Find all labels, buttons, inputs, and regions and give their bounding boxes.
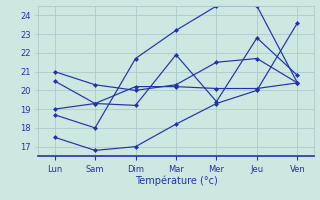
X-axis label: Température (°c): Température (°c) xyxy=(135,175,217,186)
